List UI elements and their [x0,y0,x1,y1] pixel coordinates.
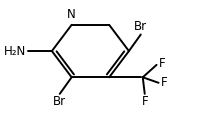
Text: N: N [67,8,76,21]
Text: Br: Br [53,95,66,108]
Text: H₂N: H₂N [4,45,26,58]
Text: F: F [161,76,167,89]
Text: F: F [141,95,148,108]
Text: F: F [159,57,165,70]
Text: Br: Br [134,20,147,33]
